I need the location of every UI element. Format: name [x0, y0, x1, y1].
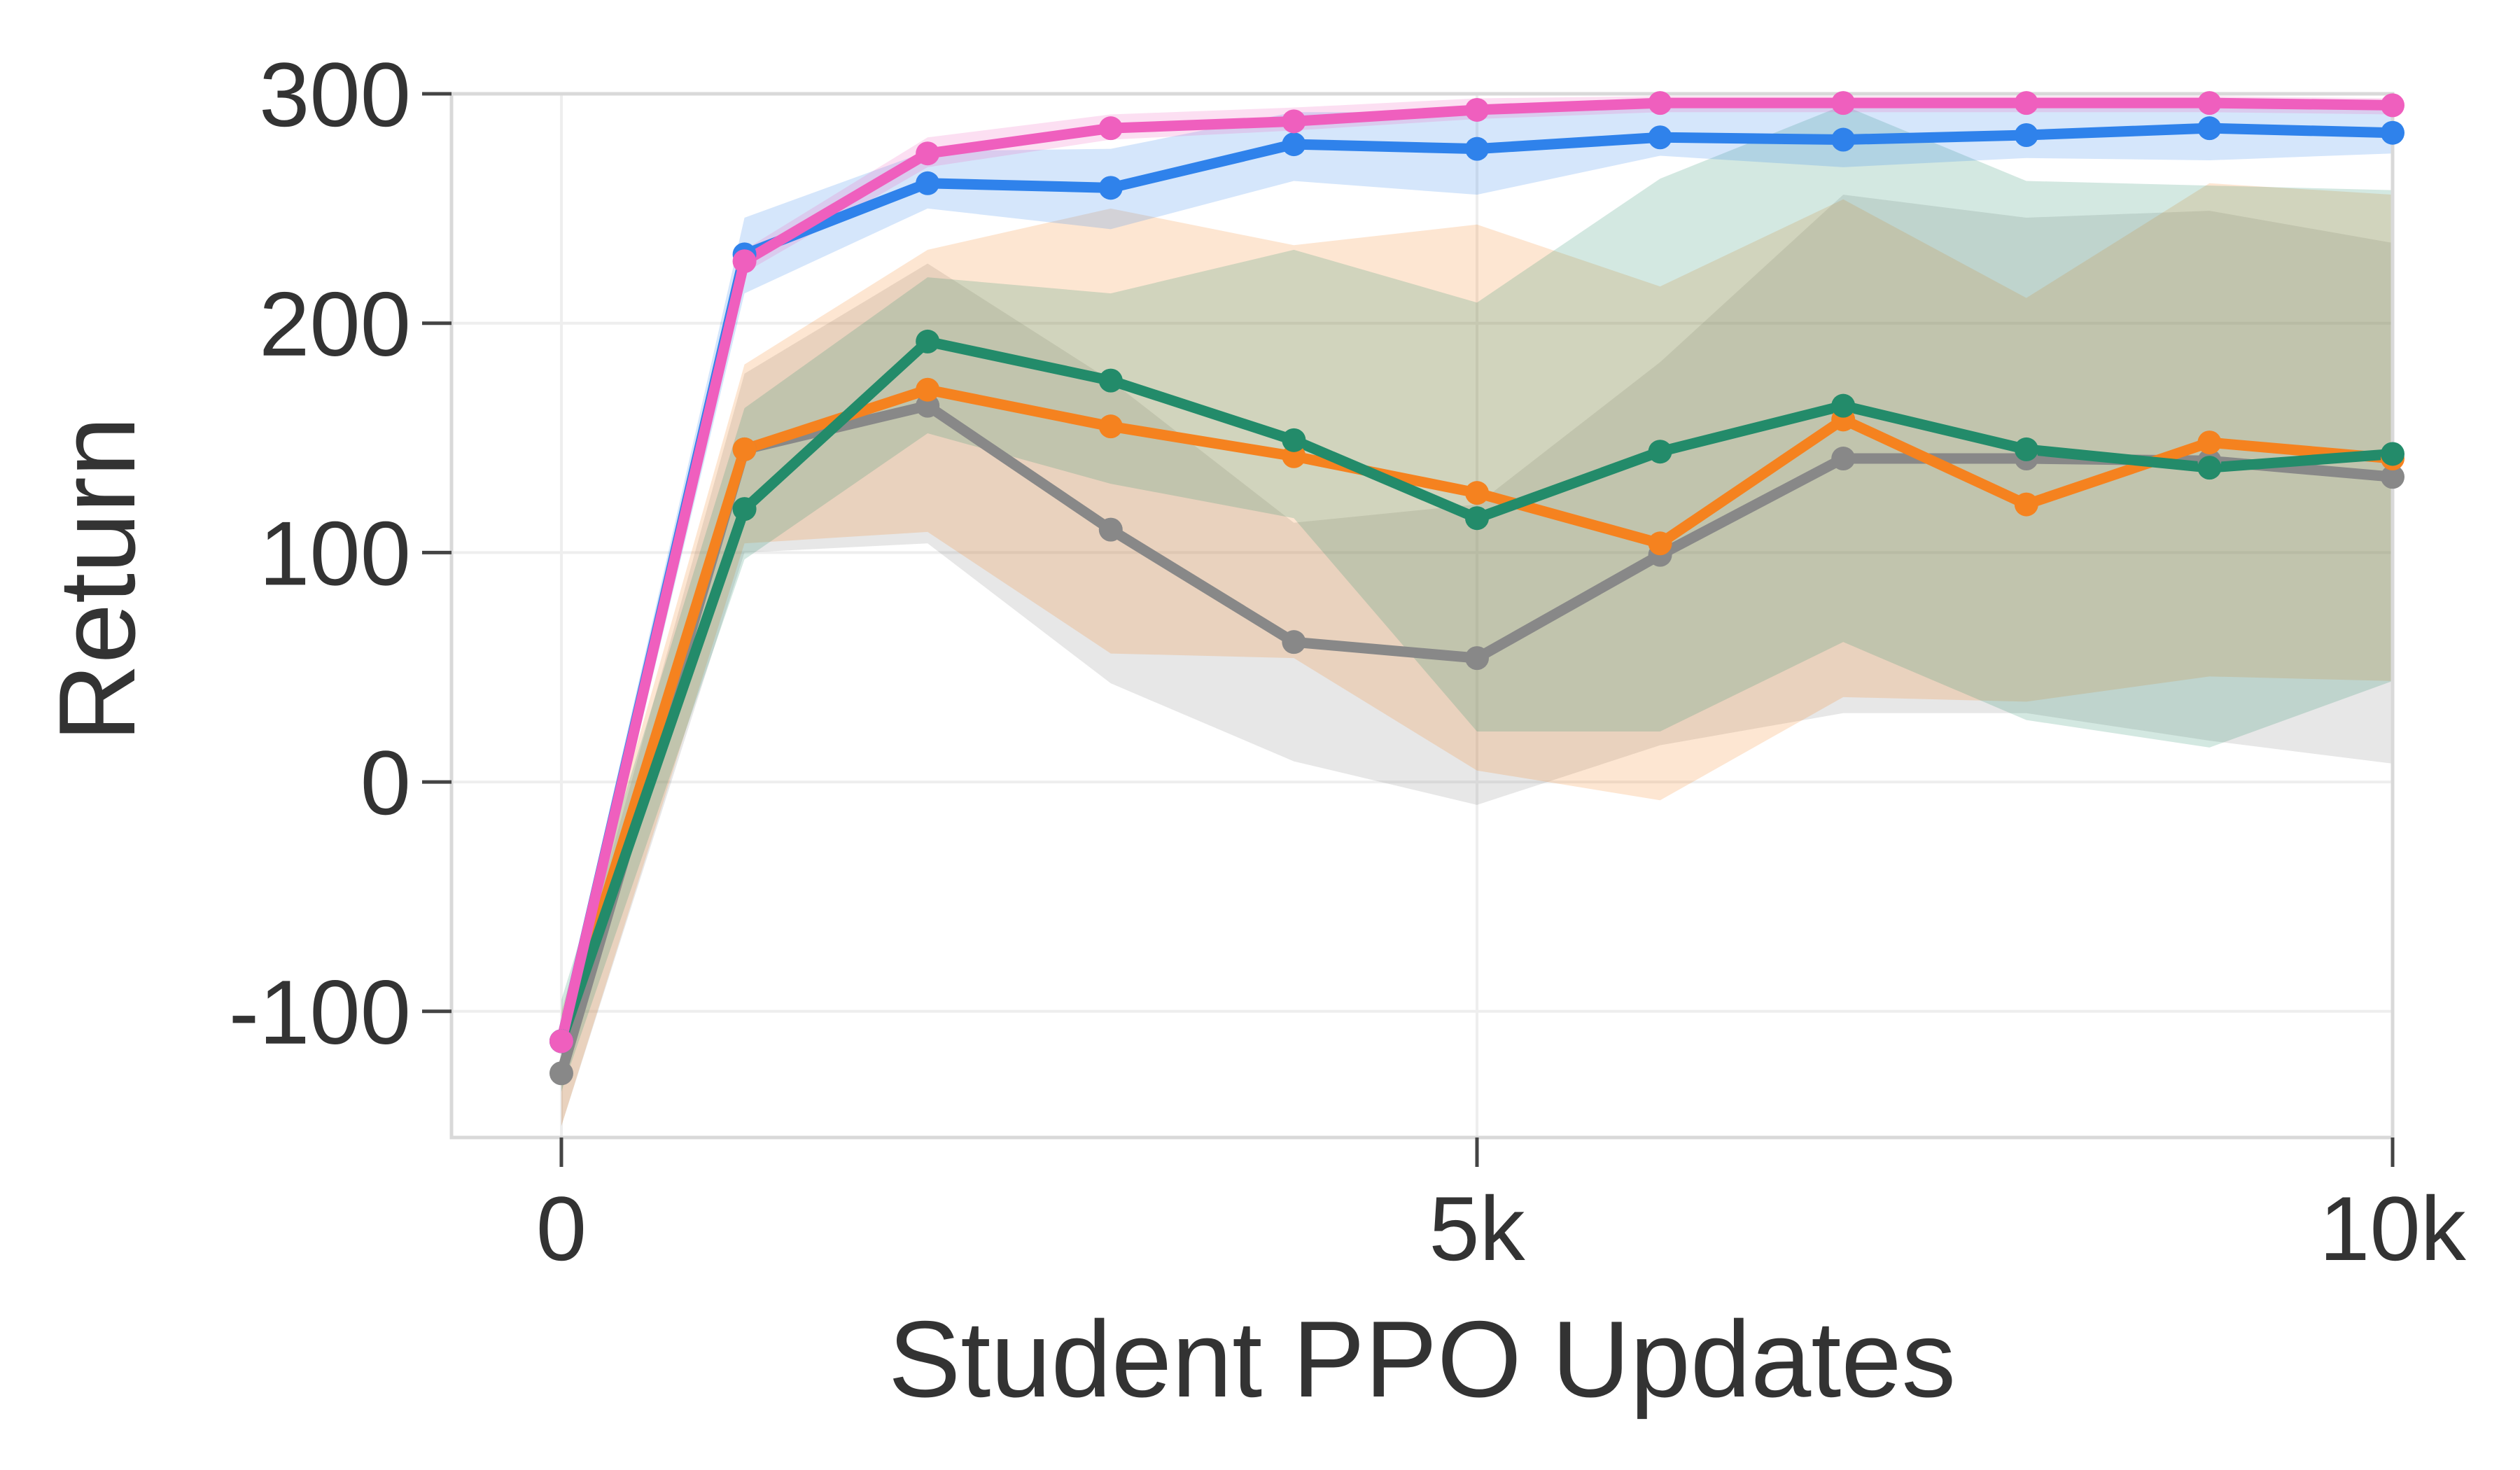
x-axis-label: Student PPO Updates	[888, 1298, 1956, 1420]
y-tick-label: 0	[360, 732, 411, 834]
data-point	[1831, 91, 1856, 115]
data-point	[2014, 91, 2038, 115]
data-point	[1098, 517, 1123, 542]
data-point	[2197, 456, 2222, 480]
axis-ticks	[422, 92, 2395, 1167]
data-point	[549, 1061, 573, 1086]
data-point	[732, 497, 757, 522]
data-point	[2381, 442, 2404, 466]
data-point	[1464, 506, 1489, 531]
data-point	[732, 249, 757, 274]
data-point	[1464, 136, 1489, 161]
data-point	[549, 1029, 573, 1054]
data-point	[1098, 176, 1123, 200]
series-points	[549, 91, 2404, 1086]
data-point	[916, 377, 940, 402]
data-point	[732, 437, 757, 461]
data-point	[1464, 481, 1489, 505]
x-tick-label: 5k	[1429, 1177, 1525, 1280]
data-point	[1831, 447, 1856, 471]
data-point	[2381, 93, 2404, 118]
y-tick-label: -100	[229, 961, 411, 1063]
data-point	[1098, 368, 1123, 393]
data-point	[1831, 393, 1856, 418]
data-point	[1282, 428, 1306, 452]
data-point	[2381, 120, 2404, 145]
data-point	[2014, 492, 2038, 517]
data-point	[2197, 116, 2222, 141]
y-axis-label: Return	[36, 416, 158, 742]
data-point	[1282, 132, 1306, 157]
data-point	[2381, 465, 2404, 489]
y-tick-label: 300	[259, 43, 411, 146]
data-point	[2197, 430, 2222, 455]
confidence-band	[561, 105, 2393, 1092]
data-point	[2014, 437, 2038, 461]
data-point	[1098, 414, 1123, 439]
data-point	[916, 329, 940, 354]
data-point	[1648, 125, 1672, 150]
data-point	[1282, 630, 1306, 654]
data-point	[1648, 440, 1672, 464]
plot-frame	[449, 92, 2395, 1140]
data-point	[1098, 116, 1123, 141]
data-point	[1648, 531, 1672, 556]
x-tick-label: 0	[536, 1177, 587, 1280]
data-point	[1464, 646, 1489, 671]
data-point	[2197, 91, 2222, 115]
data-point	[1831, 127, 1856, 152]
data-point	[1282, 109, 1306, 134]
y-tick-label: 100	[259, 502, 411, 604]
x-tick-label: 10k	[2319, 1177, 2467, 1280]
data-point	[916, 141, 940, 166]
tick-labels: -100 0 100 200 300 0 5k 10k	[229, 43, 2467, 1280]
data-point	[916, 171, 940, 195]
data-point	[1464, 97, 1489, 122]
y-tick-label: 200	[259, 273, 411, 375]
data-point	[1648, 91, 1672, 115]
data-point	[2014, 122, 2038, 147]
